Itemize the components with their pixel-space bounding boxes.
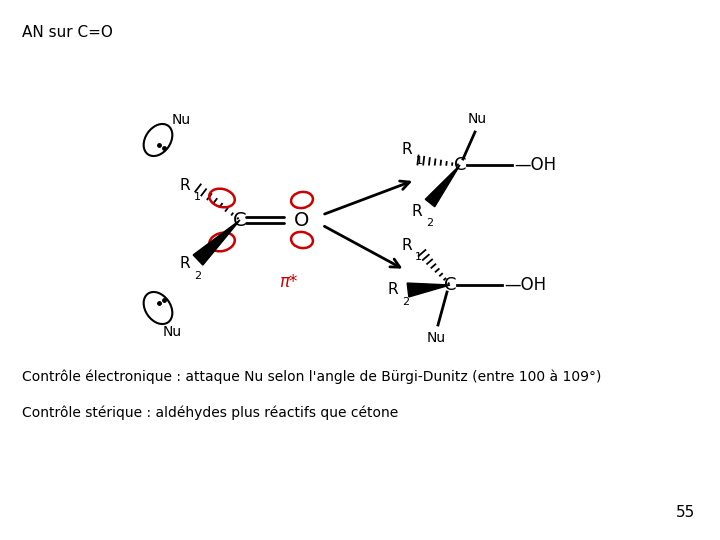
Text: Nu: Nu (163, 325, 182, 339)
Text: O: O (294, 211, 310, 229)
Text: Nu: Nu (426, 331, 446, 345)
Text: R: R (401, 143, 412, 158)
Text: —OH: —OH (514, 156, 556, 174)
Text: C: C (233, 211, 247, 229)
Polygon shape (408, 283, 450, 297)
Text: 1: 1 (194, 192, 201, 202)
Text: Nu: Nu (172, 113, 191, 127)
Text: C: C (454, 156, 467, 174)
Text: R: R (179, 256, 190, 272)
Text: C: C (444, 276, 456, 294)
Text: R: R (411, 204, 422, 219)
Text: R: R (401, 238, 412, 253)
Text: Contrôle stérique : aldéhydes plus réactifs que cétone: Contrôle stérique : aldéhydes plus réact… (22, 405, 398, 420)
Text: Nu: Nu (467, 112, 487, 126)
Text: 55: 55 (676, 505, 695, 520)
Polygon shape (426, 165, 460, 207)
Polygon shape (193, 220, 240, 265)
Text: 2: 2 (194, 271, 201, 281)
Text: AN sur C=O: AN sur C=O (22, 25, 113, 40)
Text: π*: π* (279, 273, 297, 291)
Text: —OH: —OH (504, 276, 546, 294)
Text: Contrôle électronique : attaque Nu selon l'angle de Bürgi-Dunitz (entre 100 à 10: Contrôle électronique : attaque Nu selon… (22, 370, 601, 384)
Text: 1: 1 (416, 156, 423, 166)
Text: 1: 1 (415, 252, 422, 262)
Text: R: R (179, 179, 190, 193)
Text: R: R (387, 282, 398, 298)
Text: 2: 2 (402, 297, 409, 307)
Text: 2: 2 (426, 218, 433, 228)
